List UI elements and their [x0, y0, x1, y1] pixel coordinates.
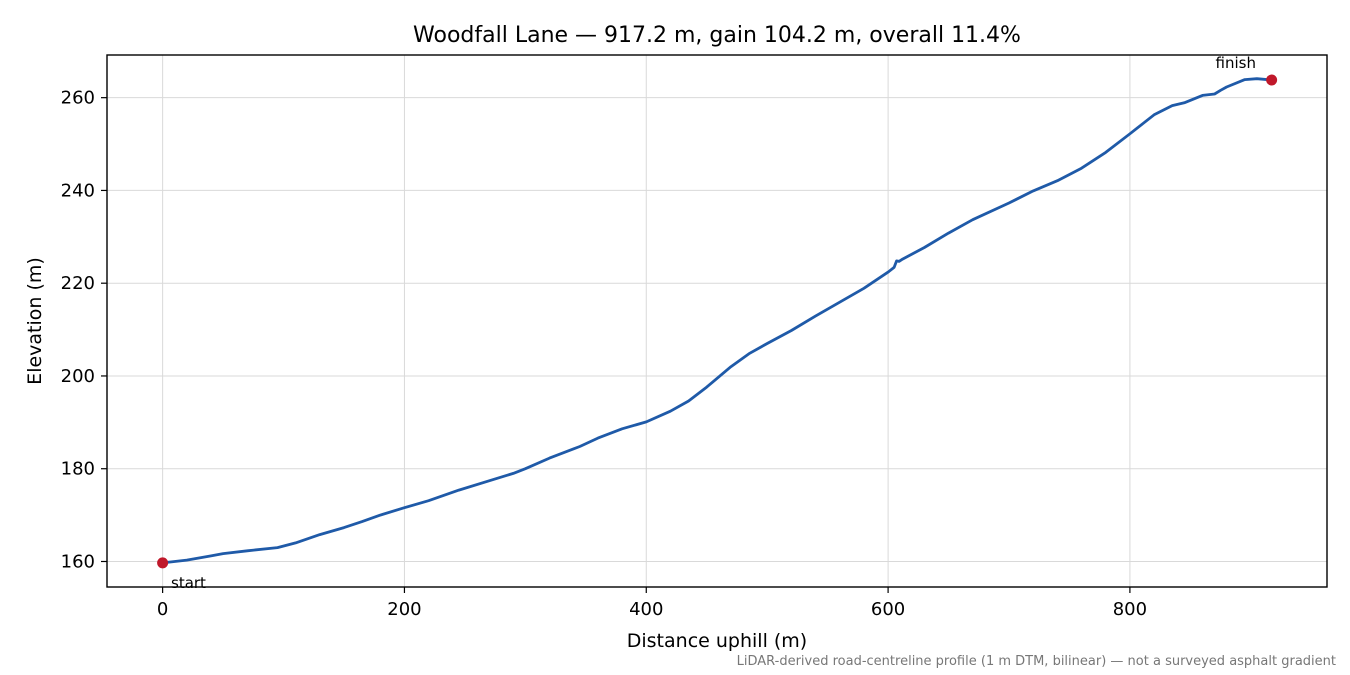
y-tick-label: 240 [61, 180, 95, 201]
axis-ticks: 0 200 400 600 800 160 180 200 220 240 260 [61, 88, 1147, 620]
y-axis-label: Elevation (m) [24, 257, 46, 385]
endpoint-markers [157, 74, 1278, 569]
x-tick-label: 600 [871, 599, 905, 620]
y-tick-label: 200 [61, 366, 95, 387]
y-tick-label: 160 [61, 551, 95, 572]
footnote: LiDAR-derived road-centreline profile (1… [737, 654, 1336, 669]
grid-lines [107, 55, 1327, 587]
x-tick-label: 400 [629, 599, 663, 620]
finish-marker [1266, 74, 1278, 86]
x-axis-label: Distance uphill (m) [627, 630, 807, 652]
x-tick-label: 200 [387, 599, 421, 620]
y-tick-label: 180 [61, 459, 95, 480]
elevation-line [161, 77, 1273, 565]
data-series [161, 77, 1273, 565]
y-tick-label: 260 [61, 88, 95, 109]
chart-title: Woodfall Lane — 917.2 m, gain 104.2 m, o… [413, 23, 1021, 48]
finish-annotation: finish [1216, 54, 1256, 72]
x-tick-label: 0 [157, 599, 168, 620]
start-marker [157, 557, 169, 569]
plot-frame [106, 54, 1328, 588]
x-tick-label: 800 [1113, 599, 1147, 620]
y-tick-label: 220 [61, 273, 95, 294]
start-annotation: start [171, 574, 206, 592]
